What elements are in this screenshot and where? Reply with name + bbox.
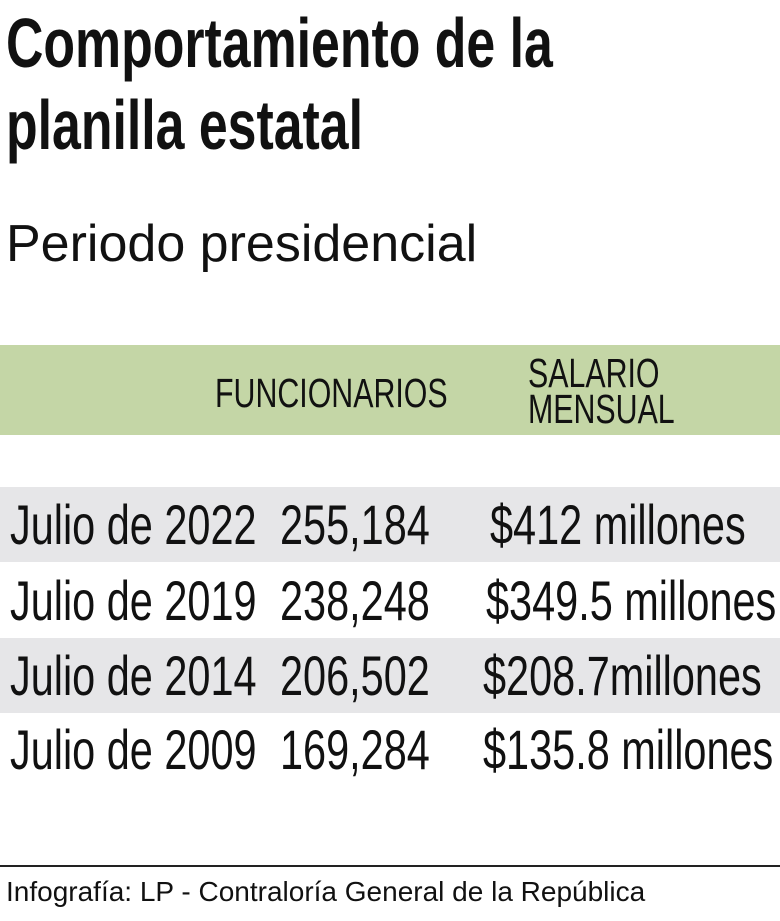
header-salario: SALARIO MENSUAL xyxy=(528,350,675,432)
cell-funcionarios: 255,184 xyxy=(280,493,430,556)
table-header: FUNCIONARIOS SALARIO MENSUAL xyxy=(0,345,780,435)
cell-funcionarios: 238,248 xyxy=(280,569,430,632)
table-row: Julio de 2009 169,284 $135.8 millones xyxy=(0,712,780,787)
cell-salario: $208.7millones xyxy=(483,644,762,707)
cell-periodo: Julio de 2019 xyxy=(10,569,257,632)
footer-divider xyxy=(0,865,780,867)
table-row: Julio de 2022 255,184 $412 millones xyxy=(0,487,780,562)
cell-salario: $349.5 millones xyxy=(486,569,777,632)
cell-periodo: Julio de 2014 xyxy=(10,644,257,707)
title-line-2: planilla estatal xyxy=(6,86,363,164)
chart-title: Comportamiento de la planilla estatal xyxy=(6,2,780,166)
chart-subtitle: Periodo presidencial xyxy=(6,215,478,273)
cell-funcionarios: 169,284 xyxy=(280,718,430,781)
cell-periodo: Julio de 2022 xyxy=(10,493,257,556)
source-note: Infografía: LP - Contraloría General de … xyxy=(6,876,646,907)
cell-salario: $412 millones xyxy=(490,493,746,556)
cell-periodo: Julio de 2009 xyxy=(10,718,257,781)
title-line-1: Comportamiento de la xyxy=(6,4,553,82)
table-row: Julio de 2014 206,502 $208.7millones xyxy=(0,638,780,713)
table-row: Julio de 2019 238,248 $349.5 millones xyxy=(0,563,780,638)
cell-salario: $135.8 millones xyxy=(483,718,774,781)
cell-funcionarios: 206,502 xyxy=(280,644,430,707)
header-funcionarios: FUNCIONARIOS xyxy=(215,370,448,416)
